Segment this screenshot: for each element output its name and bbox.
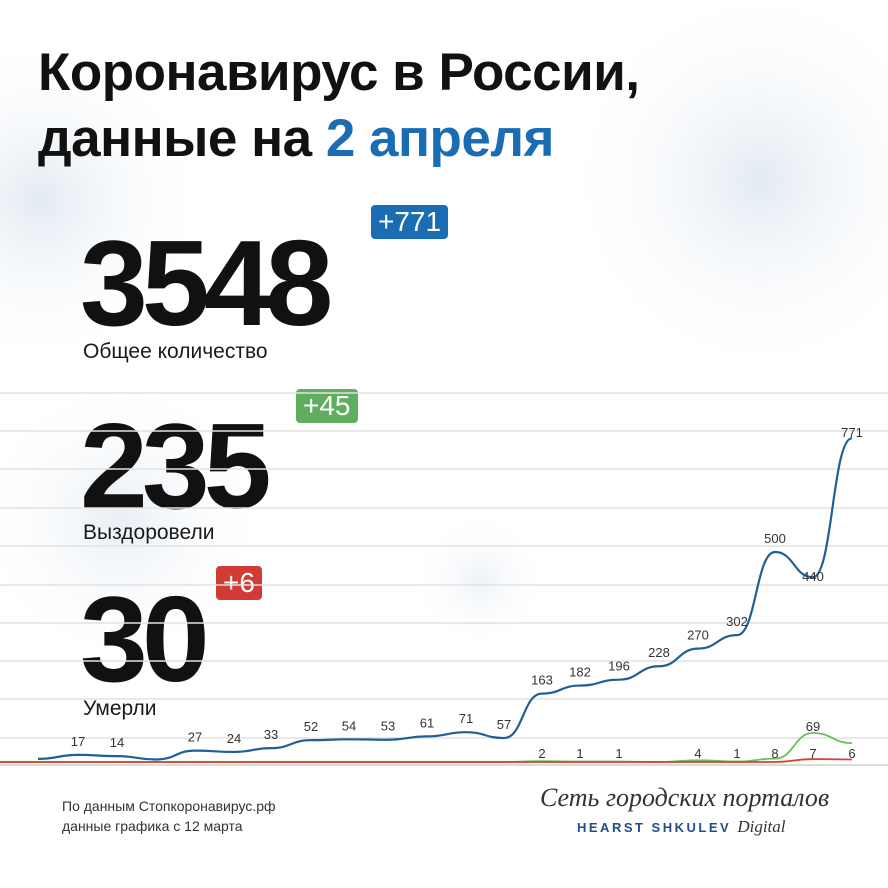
cases-data-label: 71 xyxy=(459,711,473,726)
cases-data-label: 196 xyxy=(608,659,630,674)
deaths-data-label: 7 xyxy=(809,746,816,761)
recovered-data-label: 4 xyxy=(694,746,701,761)
cases-data-label: 228 xyxy=(648,645,670,660)
source-line-1: По данным Стопкоронавирус.рф xyxy=(62,798,276,814)
title-line-1: Коронавирус в России, xyxy=(38,43,640,102)
cases-data-label: 52 xyxy=(304,719,318,734)
cases-data-label: 24 xyxy=(227,731,241,746)
recovered-label: Выздоровели xyxy=(83,521,215,544)
brand-name: HEARST SHKULEV xyxy=(577,820,732,835)
recovered-data-label: 1 xyxy=(615,746,622,761)
cases-data-label: 54 xyxy=(342,718,356,733)
deaths-delta-badge: +6 xyxy=(216,566,262,600)
deaths-label: Умерли xyxy=(83,697,157,720)
cases-data-label: 270 xyxy=(687,628,709,643)
deaths-data-label: 6 xyxy=(848,746,855,761)
brand-logo-script: Сеть городских порталов xyxy=(540,783,830,812)
cases-data-label: 771 xyxy=(841,425,863,440)
cases-data-label: 61 xyxy=(420,715,434,730)
brand-logo-sub: HEARST SHKULEV Digital xyxy=(577,817,785,837)
title-prefix: данные на xyxy=(38,109,326,168)
cases-data-label: 27 xyxy=(188,730,202,745)
cases-data-label: 182 xyxy=(569,665,591,680)
cases-data-label: 302 xyxy=(726,614,748,629)
cases-data-label: 57 xyxy=(497,717,511,732)
cases-data-label: 14 xyxy=(110,735,124,750)
cases-data-label: 53 xyxy=(381,719,395,734)
cases-data-label: 33 xyxy=(264,727,278,742)
cases-data-label: 163 xyxy=(531,673,553,688)
deaths-series-line xyxy=(0,758,853,763)
recovered-value: 235 xyxy=(80,398,272,534)
recovered-data-label: 1 xyxy=(733,746,740,761)
title-date: 2 апреля xyxy=(325,109,555,168)
cases-data-label: 500 xyxy=(764,531,786,546)
source-line-2: данные графика с 12 марта xyxy=(62,818,243,834)
source-note: По данным Стопкоронавирус.рф данные граф… xyxy=(62,796,276,836)
total-cases-delta-badge: +771 xyxy=(371,205,449,239)
cases-data-label: 440 xyxy=(802,569,824,584)
deaths-value: 30 xyxy=(80,571,210,707)
total-cases-label: Общее количество xyxy=(83,340,268,363)
cases-series-line xyxy=(37,437,853,761)
recovered-data-label: 8 xyxy=(771,746,778,761)
recovered-delta-badge: +45 xyxy=(296,389,358,423)
recovered-data-label: 2 xyxy=(538,746,545,761)
brand-digital: Digital xyxy=(737,817,786,836)
recovered-data-label: 69 xyxy=(806,719,820,734)
total-cases-value: 3548 xyxy=(80,215,333,351)
page-title: Коронавирус в России, данные на 2 апреля xyxy=(38,40,640,172)
cases-data-label: 17 xyxy=(71,734,85,749)
title-line-2: данные на 2 апреля xyxy=(38,106,640,172)
recovered-data-label: 1 xyxy=(576,746,583,761)
